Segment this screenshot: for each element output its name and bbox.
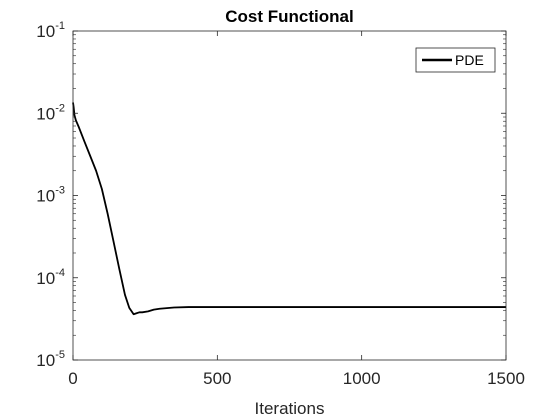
y-tick-label: 10-2 <box>36 102 65 123</box>
y-tick-labels: 10-5 10-4 10-3 10-2 10-1 <box>36 20 65 370</box>
y-tick-label: 10-1 <box>36 20 65 41</box>
legend: PDE <box>415 47 496 73</box>
x-tick-label: 500 <box>203 369 231 388</box>
y-tick-label: 10-4 <box>36 267 65 288</box>
x-tick-label: 1000 <box>343 369 381 388</box>
y-tick-label: 10-3 <box>36 185 65 206</box>
chart-title: Cost Functional <box>225 7 353 26</box>
plot-area <box>73 31 506 360</box>
x-tick-labels: 0 500 1000 1500 <box>68 369 525 388</box>
axes-frame <box>72 30 507 361</box>
x-tick-label: 1500 <box>487 369 525 388</box>
series-layer <box>72 102 506 316</box>
x-axis-label: Iterations <box>255 399 325 418</box>
y-tick-label: 10-5 <box>36 349 65 370</box>
legend-label-pde: PDE <box>455 52 484 68</box>
x-tick-label: 0 <box>68 369 77 388</box>
series-line-pde <box>72 102 506 316</box>
